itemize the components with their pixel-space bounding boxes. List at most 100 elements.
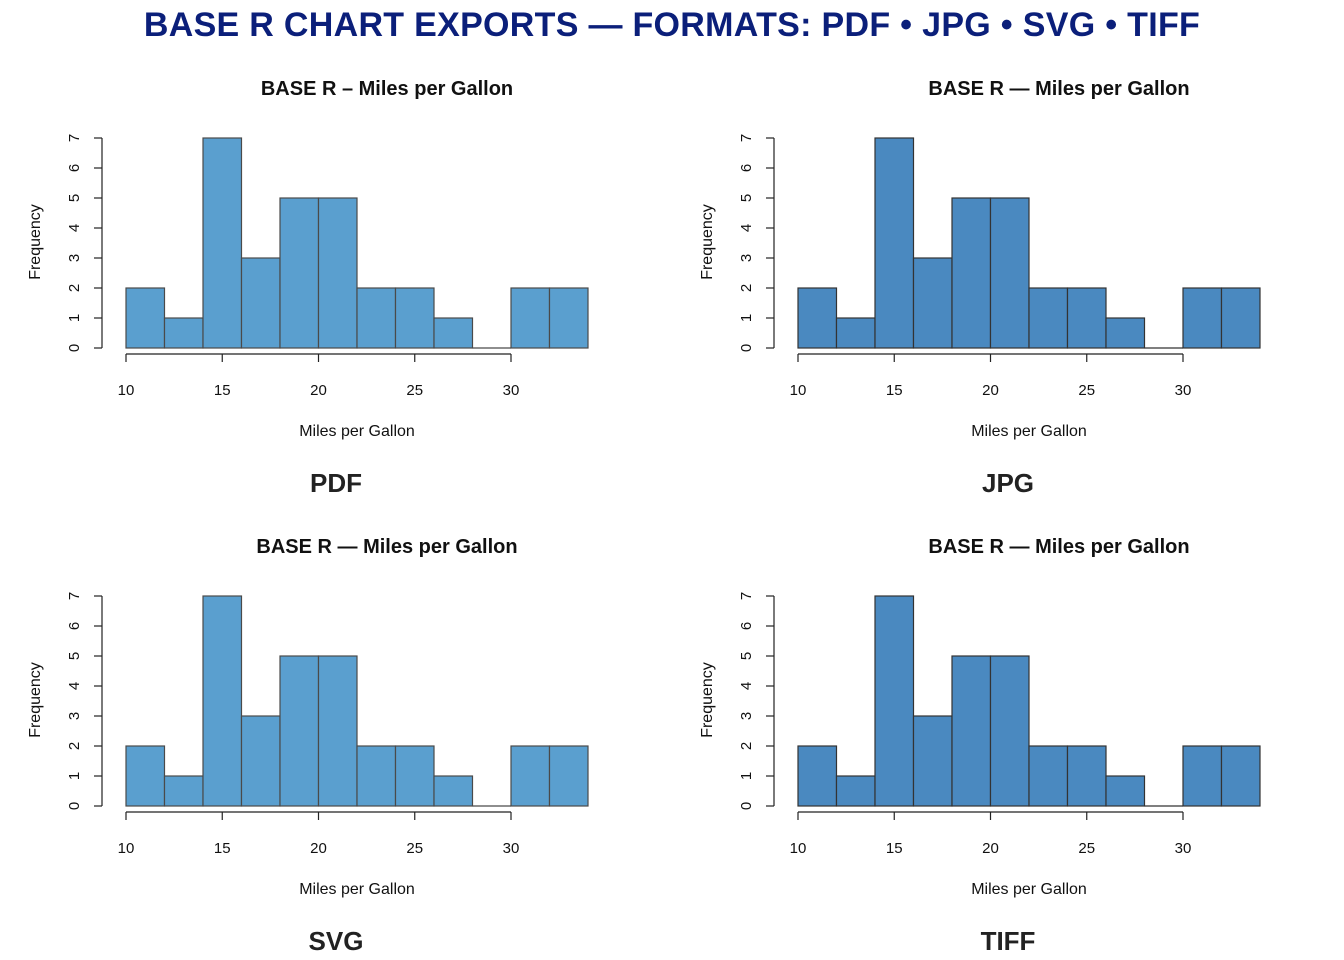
chart-title: BASE R — Miles per Gallon (928, 78, 1189, 100)
histogram-bar (912, 715, 953, 807)
y-tick-label: 1 (738, 314, 755, 322)
histogram-bar (163, 317, 204, 349)
x-tick-label: 30 (1175, 840, 1192, 857)
y-tick-label: 5 (738, 194, 755, 202)
y-tick-label: 6 (66, 164, 83, 172)
histogram-bar (1220, 745, 1261, 807)
histogram-svg: BASE R — Miles per Gallon 10 15 20 25 30 0 1 2 3 4… (699, 78, 1261, 440)
histogram-bar (163, 775, 204, 807)
format-label-jpg: JPG (981, 468, 1035, 498)
histogram-bar (912, 257, 953, 349)
x-tick-label: 10 (790, 840, 807, 857)
histogram-bar (433, 775, 474, 807)
y-tick-label: 2 (738, 742, 755, 750)
histogram-bar (317, 197, 358, 349)
histogram-bar (202, 595, 243, 807)
y-tick-label: 2 (738, 284, 755, 292)
histogram-bar (548, 287, 589, 349)
y-tick-label: 7 (738, 134, 755, 142)
x-tick-label: 15 (886, 382, 903, 399)
histogram-bar (548, 745, 589, 807)
histogram-bar (510, 745, 551, 807)
histogram-bar (433, 317, 474, 349)
y-tick-label: 0 (66, 344, 83, 352)
histogram-svg: BASE R – Miles per Gallon 10 15 20 25 30 0 1 2 3 4… (27, 78, 589, 440)
histogram-bar (951, 655, 992, 807)
y-tick-label: 6 (66, 622, 83, 630)
y-tick-label: 1 (66, 772, 83, 780)
y-tick-label: 7 (66, 592, 83, 600)
histogram-bar (797, 287, 838, 349)
format-label-tiff: TIFF (980, 926, 1036, 956)
chart-panel-tiff: BASE R — Miles per Gallon 10 15 20 25 30 0 1 2 3 4… (672, 458, 1344, 956)
x-axis-label: Miles per Gallon (299, 423, 415, 440)
page-title: BASE R CHART EXPORTS — FORMATS: PDF • JP… (143, 6, 1201, 44)
chart-panel-pdf: BASE R – Miles per Gallon 10 15 20 25 30 0 1 2 3 4… (0, 0, 672, 498)
histogram-bar (510, 287, 551, 349)
x-tick-label: 15 (886, 840, 903, 857)
y-tick-label: 7 (66, 134, 83, 142)
histogram-bar (874, 137, 915, 349)
x-tick-label: 25 (1078, 840, 1095, 857)
histogram-bar (1105, 317, 1146, 349)
x-tick-label: 25 (406, 840, 423, 857)
histogram-svg: BASE R — Miles per Gallon 10 15 20 25 30 0 1 2 3 4… (699, 536, 1261, 898)
x-tick-label: 30 (503, 382, 520, 399)
x-axis-label: Miles per Gallon (299, 881, 415, 898)
x-tick-label: 15 (214, 382, 231, 399)
x-tick-label: 20 (310, 382, 327, 399)
histogram-bar (797, 745, 838, 807)
histogram-svg: BASE R — Miles per Gallon 10 15 20 25 30 0 1 2 3 4… (27, 536, 589, 898)
histogram-bar (835, 317, 876, 349)
y-tick-label: 4 (738, 224, 755, 232)
histogram-bar (1066, 745, 1107, 807)
histogram-bar (951, 197, 992, 349)
y-tick-label: 3 (66, 254, 83, 262)
y-tick-label: 4 (66, 682, 83, 690)
y-tick-label: 4 (66, 224, 83, 232)
histogram-bar (356, 745, 397, 807)
y-tick-label: 1 (66, 314, 83, 322)
x-tick-label: 20 (982, 382, 999, 399)
format-label-svg: SVG (308, 926, 364, 956)
x-tick-label: 10 (790, 382, 807, 399)
histogram-bar (356, 287, 397, 349)
y-tick-label: 3 (738, 712, 755, 720)
histogram-bar (1105, 775, 1146, 807)
histogram-bar (874, 595, 915, 807)
y-axis-label: Frequency (27, 662, 44, 738)
histogram-bar (279, 197, 320, 349)
histogram-bar (1220, 287, 1261, 349)
histogram-bar (1182, 287, 1223, 349)
histogram-bar (125, 287, 166, 349)
histogram-bar (1182, 745, 1223, 807)
histogram-bar (1028, 287, 1069, 349)
histogram-bar (394, 287, 435, 349)
chart-panel-jpg: BASE R — Miles per Gallon 10 15 20 25 30 0 1 2 3 4… (672, 0, 1344, 498)
y-tick-label: 6 (738, 164, 755, 172)
y-tick-label: 0 (738, 802, 755, 810)
histogram-bar (394, 745, 435, 807)
y-tick-label: 3 (66, 712, 83, 720)
histogram-bar (202, 137, 243, 349)
x-tick-label: 10 (118, 382, 135, 399)
y-axis-label: Frequency (699, 204, 716, 280)
x-tick-label: 20 (982, 840, 999, 857)
histogram-bar (317, 655, 358, 807)
x-axis-label: Miles per Gallon (971, 881, 1087, 898)
x-tick-label: 25 (406, 382, 423, 399)
chart-title: BASE R – Miles per Gallon (261, 78, 513, 100)
y-tick-label: 7 (738, 592, 755, 600)
chart-title: BASE R — Miles per Gallon (256, 536, 517, 558)
y-axis-label: Frequency (699, 662, 716, 738)
y-axis-label: Frequency (27, 204, 44, 280)
x-tick-label: 15 (214, 840, 231, 857)
y-tick-label: 5 (66, 652, 83, 660)
x-tick-label: 25 (1078, 382, 1095, 399)
histogram-bar (125, 745, 166, 807)
chart-title: BASE R — Miles per Gallon (928, 536, 1189, 558)
histogram-bar (279, 655, 320, 807)
x-tick-label: 30 (1175, 382, 1192, 399)
y-tick-label: 2 (66, 284, 83, 292)
y-tick-label: 5 (738, 652, 755, 660)
